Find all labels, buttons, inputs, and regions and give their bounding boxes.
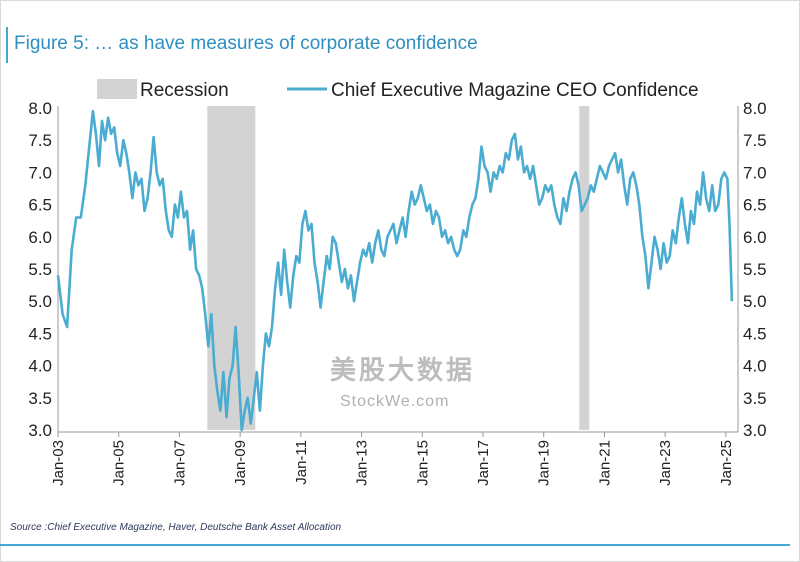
x-tick-1: Jan-05 xyxy=(111,440,128,486)
left-y-tick-7: 4.5 xyxy=(28,324,52,343)
right-y-tick-6: 5.0 xyxy=(743,292,767,311)
x-tick-9: Jan-21 xyxy=(596,440,613,486)
recession-band-1 xyxy=(579,106,590,430)
right-y-tick-3: 6.5 xyxy=(743,196,767,215)
watermark-logo-text: 美股大数据 xyxy=(330,355,476,385)
line-chart: 8.0 7.5 7.0 6.5 6.0 5.5 5.0 4.5 4.0 3.5 3.0 8.0 7.5… xyxy=(28,79,767,486)
right-y-tick-7: 4.5 xyxy=(743,324,767,343)
recession-band-0 xyxy=(207,106,256,430)
left-y-tick-0: 8.0 xyxy=(28,99,52,118)
right-y-tick-2: 7.0 xyxy=(743,163,767,182)
watermark-site: StockWe.com xyxy=(340,393,450,410)
right-y-tick-4: 6.0 xyxy=(743,228,767,247)
left-y-tick-labels: 8.0 7.5 7.0 6.5 6.0 5.5 5.0 4.5 4.0 3.5 3.0 xyxy=(28,99,52,440)
right-y-tick-10: 3.0 xyxy=(743,421,767,440)
left-y-tick-10: 3.0 xyxy=(28,421,52,440)
left-y-tick-4: 6.0 xyxy=(28,228,52,247)
right-y-tick-labels: 8.0 7.5 7.0 6.5 6.0 5.5 5.0 4.5 4.0 3.5 3.0 xyxy=(743,99,767,440)
left-y-tick-3: 6.5 xyxy=(28,196,52,215)
legend-label-recession: Recession xyxy=(140,80,229,101)
title-accent-bar xyxy=(6,27,798,63)
figure-title: Figure 5: … as have measures of corporat… xyxy=(14,33,478,54)
x-tick-4: Jan-11 xyxy=(293,440,310,485)
left-y-tick-1: 7.5 xyxy=(28,131,52,150)
right-y-tick-1: 7.5 xyxy=(743,131,767,150)
bottom-accent-line xyxy=(0,544,790,546)
left-y-tick-8: 4.0 xyxy=(28,357,52,376)
x-tick-10: Jan-23 xyxy=(657,440,674,486)
x-tick-labels: Jan-03 Jan-05 Jan-07 Jan-09 Jan-11 Jan-13 Jan-… xyxy=(50,432,735,486)
left-y-tick-5: 5.5 xyxy=(28,260,52,279)
left-y-tick-2: 7.0 xyxy=(28,163,52,182)
x-tick-5: Jan-13 xyxy=(354,440,371,486)
legend-label-ceo-confidence: Chief Executive Magazine CEO Confidence xyxy=(331,80,699,101)
x-tick-0: Jan-03 xyxy=(50,440,67,486)
x-tick-3: Jan-09 xyxy=(232,440,249,486)
left-y-tick-9: 3.5 xyxy=(28,389,52,408)
x-tick-11: Jan-25 xyxy=(718,440,735,486)
right-y-tick-9: 3.5 xyxy=(743,389,767,408)
x-tick-8: Jan-19 xyxy=(536,440,553,486)
series-line-ceo-confidence xyxy=(56,109,734,432)
x-tick-7: Jan-17 xyxy=(475,440,492,486)
right-y-tick-5: 5.5 xyxy=(743,260,767,279)
right-y-tick-8: 4.0 xyxy=(743,357,767,376)
left-y-tick-6: 5.0 xyxy=(28,292,52,311)
right-y-tick-0: 8.0 xyxy=(743,99,767,118)
x-tick-6: Jan-15 xyxy=(414,440,431,486)
source-note: Source :Chief Executive Magazine, Haver,… xyxy=(10,522,342,533)
legend-swatch-recession xyxy=(97,79,137,99)
x-tick-2: Jan-07 xyxy=(171,440,188,486)
